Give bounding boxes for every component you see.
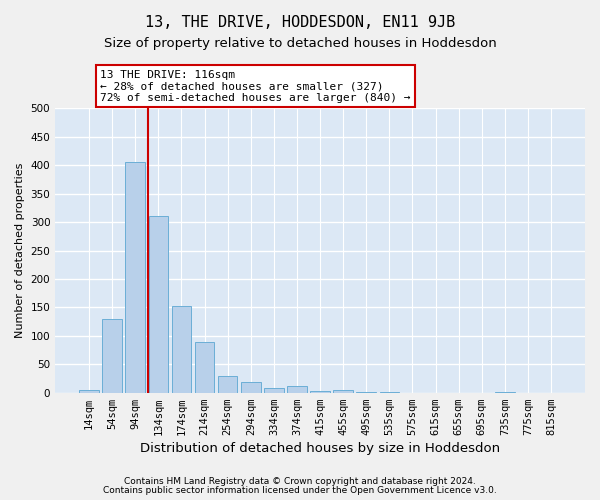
Text: Contains public sector information licensed under the Open Government Licence v3: Contains public sector information licen… xyxy=(103,486,497,495)
Text: 13 THE DRIVE: 116sqm
← 28% of detached houses are smaller (327)
72% of semi-deta: 13 THE DRIVE: 116sqm ← 28% of detached h… xyxy=(100,70,411,102)
X-axis label: Distribution of detached houses by size in Hoddesdon: Distribution of detached houses by size … xyxy=(140,442,500,455)
Bar xyxy=(287,386,307,392)
Bar xyxy=(264,388,284,392)
Bar xyxy=(103,319,122,392)
Text: Size of property relative to detached houses in Hoddesdon: Size of property relative to detached ho… xyxy=(104,38,496,51)
Y-axis label: Number of detached properties: Number of detached properties xyxy=(15,163,25,338)
Text: Contains HM Land Registry data © Crown copyright and database right 2024.: Contains HM Land Registry data © Crown c… xyxy=(124,477,476,486)
Bar xyxy=(149,216,168,392)
Bar xyxy=(79,390,99,392)
Bar xyxy=(195,342,214,392)
Text: 13, THE DRIVE, HODDESDON, EN11 9JB: 13, THE DRIVE, HODDESDON, EN11 9JB xyxy=(145,15,455,30)
Bar xyxy=(218,376,238,392)
Bar xyxy=(310,391,330,392)
Bar xyxy=(241,382,260,392)
Bar xyxy=(334,390,353,392)
Bar xyxy=(125,162,145,392)
Bar xyxy=(172,306,191,392)
